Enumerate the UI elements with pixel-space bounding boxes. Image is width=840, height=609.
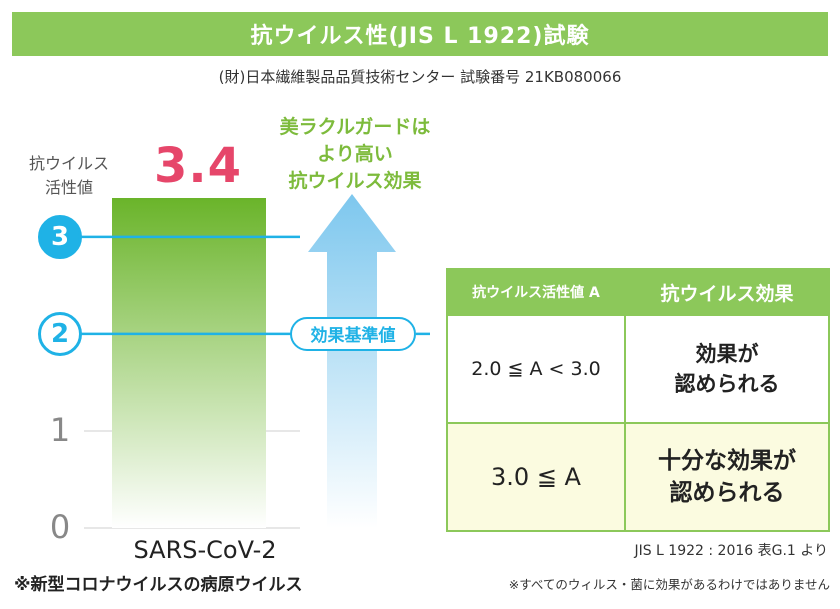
- table-cell-condition: 3.0 ≦ A: [446, 422, 626, 532]
- x-category-label: SARS-CoV-2: [133, 536, 277, 564]
- y-tick-1: 1: [49, 410, 71, 449]
- table-cell-effect: 十分な効果が 認められる: [624, 422, 830, 532]
- threshold-label: 効果基準値: [290, 316, 416, 351]
- table-row: 2.0 ≦ A < 3.0 効果が 認められる: [446, 314, 830, 424]
- disclaimer-note: ※すべてのウィルス・菌に効果があるわけではありません: [508, 577, 830, 592]
- page-title: 抗ウイルス性(JIS L 1922)試験: [250, 24, 590, 49]
- virus-footnote: ※新型コロナウイルスの病原ウイルス: [14, 575, 303, 595]
- effect-criteria-table: 抗ウイルス活性値 A 抗ウイルス効果 2.0 ≦ A < 3.0 効果が 認めら…: [446, 268, 830, 532]
- y-tick-0: 0: [49, 508, 71, 546]
- bar-value-label: 3.4: [153, 138, 243, 194]
- bar-SARS-CoV-2: [112, 198, 266, 528]
- y-tick-3: 3: [38, 214, 82, 259]
- table-header-activity: 抗ウイルス活性値 A: [446, 268, 626, 316]
- y-tick-2: 2: [38, 311, 82, 356]
- table-cell-condition: 2.0 ≦ A < 3.0: [446, 314, 626, 424]
- table-source-note: JIS L 1922 : 2016 表G.1 より: [634, 543, 828, 559]
- table-header-effect: 抗ウイルス効果: [624, 268, 830, 316]
- test-institution-subtitle: (財)日本繊維製品品質技術センター 試験番号 21KB080066: [218, 68, 622, 86]
- arrow-annotation: 美ラクルガードは より高い 抗ウイルス効果: [279, 116, 431, 192]
- table-row: 3.0 ≦ A 十分な効果が 認められる: [446, 422, 830, 532]
- title-banner: 抗ウイルス性(JIS L 1922)試験: [12, 12, 828, 56]
- higher-effect-arrow: [308, 194, 396, 528]
- y-axis-label: 抗ウイルス 活性値: [28, 154, 109, 197]
- table-cell-effect: 効果が 認められる: [624, 314, 830, 424]
